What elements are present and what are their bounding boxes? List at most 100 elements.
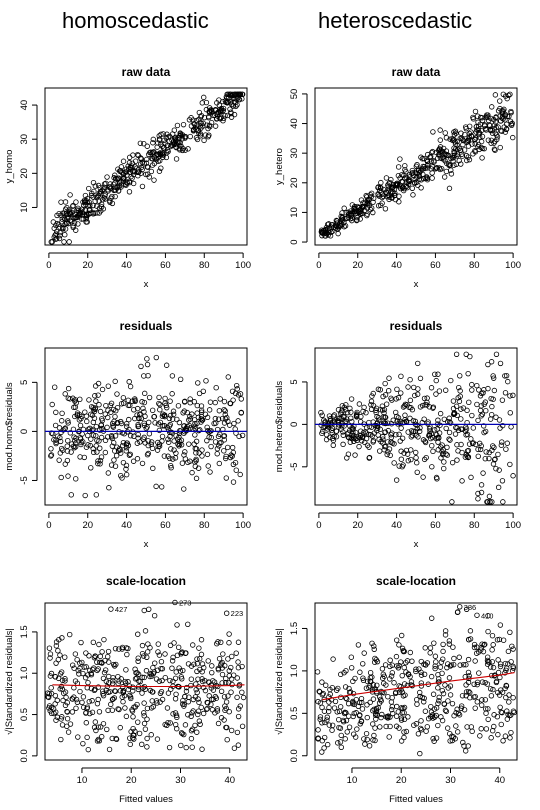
data-point (110, 696, 116, 702)
data-point (387, 663, 393, 670)
data-point (170, 456, 176, 462)
data-point (94, 659, 100, 665)
data-point (202, 132, 209, 138)
data-point (208, 682, 214, 688)
data-point (221, 398, 228, 405)
data-point (455, 609, 461, 615)
data-point (130, 726, 136, 732)
data-point (188, 735, 195, 742)
data-point (93, 423, 99, 430)
data-point (60, 447, 66, 453)
data-point (465, 656, 472, 663)
data-point (54, 220, 60, 227)
data-point (98, 434, 105, 441)
data-point (344, 729, 350, 735)
data-point (214, 706, 221, 712)
data-point (127, 694, 134, 700)
data-point (231, 745, 238, 751)
data-point (106, 184, 112, 190)
data-point (48, 446, 54, 452)
data-point (209, 707, 216, 713)
data-point (464, 724, 470, 730)
data-point (59, 410, 65, 417)
y-tick-label: 40 (19, 100, 30, 111)
data-point (474, 681, 480, 688)
data-point (153, 483, 159, 490)
data-point (60, 697, 66, 704)
data-point (202, 687, 209, 694)
data-point (449, 499, 455, 505)
data-point (120, 395, 127, 401)
data-point (73, 443, 79, 450)
data-point (447, 692, 454, 698)
data-point (448, 167, 454, 173)
data-point (85, 432, 91, 439)
data-point (436, 676, 442, 682)
x-axis-label: Fitted values (119, 794, 173, 805)
point-annotation: 223 (231, 609, 244, 618)
data-point (122, 678, 128, 685)
data-point (356, 699, 363, 706)
data-point (318, 409, 324, 416)
data-point (80, 704, 87, 711)
data-point (55, 433, 61, 439)
data-point (75, 667, 81, 674)
data-point (119, 644, 126, 651)
data-point (179, 676, 185, 682)
data-point (402, 163, 408, 169)
data-point (97, 184, 103, 191)
data-point (387, 723, 393, 730)
data-point (502, 733, 509, 739)
data-point (221, 406, 227, 413)
data-point (150, 136, 156, 143)
data-point (370, 696, 377, 702)
data-point (490, 443, 496, 449)
data-point (192, 722, 198, 729)
data-point (457, 662, 463, 668)
data-point (137, 439, 143, 445)
data-point (330, 656, 336, 662)
data-point (106, 680, 112, 686)
data-point (379, 666, 386, 672)
data-point (472, 149, 479, 155)
data-point (237, 703, 243, 709)
data-point (120, 459, 127, 466)
data-point (76, 417, 83, 423)
data-point (86, 698, 92, 705)
data-point (77, 396, 83, 403)
data-point (93, 492, 100, 498)
data-point (172, 455, 179, 461)
data-point (408, 456, 414, 463)
data-point (429, 615, 435, 621)
data-point (442, 632, 449, 638)
data-point (156, 136, 163, 142)
data-point (441, 465, 447, 472)
data-point (337, 410, 344, 416)
data-point (386, 192, 392, 199)
data-point (99, 733, 105, 740)
data-point (442, 158, 448, 164)
data-point (135, 658, 141, 665)
data-point (413, 455, 419, 461)
data-point (335, 415, 342, 421)
data-point (418, 185, 424, 191)
data-point (153, 676, 160, 682)
data-point (149, 162, 156, 168)
annotated-point (108, 606, 114, 612)
data-point (398, 373, 404, 380)
data-point (96, 438, 102, 444)
data-point (490, 373, 496, 379)
data-point (484, 681, 491, 687)
data-point (90, 179, 97, 186)
data-point (197, 123, 204, 129)
data-point (488, 735, 494, 741)
data-point (446, 675, 453, 681)
data-point (167, 455, 173, 462)
data-point (441, 701, 448, 707)
data-point (373, 708, 380, 715)
data-point (379, 200, 385, 206)
data-point (385, 439, 391, 445)
data-point (135, 686, 142, 693)
data-point (149, 445, 156, 452)
